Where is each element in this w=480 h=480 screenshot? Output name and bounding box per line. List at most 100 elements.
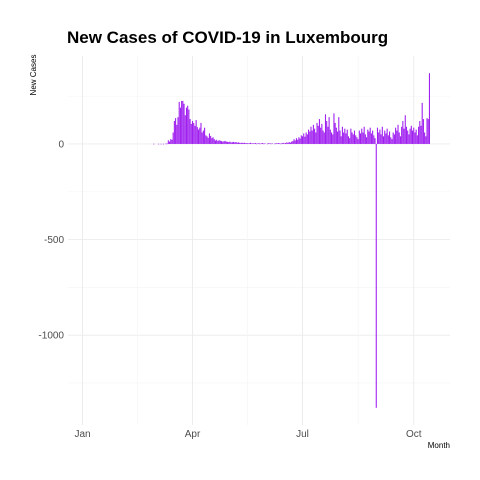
bar (214, 140, 217, 144)
bar (350, 128, 352, 144)
bar (262, 142, 264, 144)
bar (212, 137, 214, 144)
bar (162, 143, 165, 145)
bar (294, 140, 296, 144)
bar (165, 143, 167, 145)
bar (286, 142, 288, 144)
bar (223, 141, 225, 144)
bar (404, 115, 406, 144)
bar (204, 127, 206, 144)
bar (213, 139, 215, 144)
bar (357, 139, 359, 144)
bar (241, 142, 243, 144)
bar (380, 134, 382, 144)
x-axis-ticks: Jan Apr Jul Oct (74, 429, 421, 440)
bar (245, 143, 247, 144)
bar (300, 135, 302, 144)
y-tick-label: 0 (58, 139, 64, 150)
bar (401, 126, 403, 144)
bar (339, 130, 341, 144)
bar (211, 138, 213, 144)
bar (344, 128, 346, 144)
bar (198, 129, 200, 144)
bar (236, 142, 238, 144)
bar (369, 127, 371, 144)
bar (334, 122, 336, 144)
bar (426, 118, 428, 144)
bar (338, 117, 340, 144)
bar (415, 129, 417, 144)
bar (385, 133, 387, 144)
bar (355, 135, 357, 144)
bar (349, 138, 351, 144)
bar (356, 137, 358, 144)
bar (407, 130, 409, 144)
bar (421, 102, 423, 144)
bar (424, 132, 426, 144)
bar (422, 119, 424, 144)
bar (171, 139, 173, 144)
bar (321, 123, 323, 144)
bar (347, 136, 349, 144)
bar (205, 135, 207, 144)
bar (243, 142, 246, 144)
x-tick-label: Jan (74, 429, 90, 440)
bar (282, 142, 284, 144)
bar (411, 130, 414, 144)
bar (279, 143, 281, 144)
bar (218, 140, 220, 144)
bar (187, 105, 189, 144)
bar (305, 132, 307, 144)
bar (399, 136, 401, 144)
bar (398, 132, 400, 144)
bar (237, 142, 239, 144)
bar (176, 124, 178, 144)
bar (384, 130, 386, 144)
bar (248, 143, 250, 144)
bar (264, 143, 266, 144)
bar (184, 115, 186, 144)
bar (225, 141, 227, 144)
bar (366, 137, 368, 144)
x-axis-title: Month (428, 441, 450, 450)
x-tick-label: Apr (185, 429, 201, 440)
bar (285, 142, 287, 144)
bar (386, 128, 388, 144)
bar (263, 143, 265, 145)
bar (314, 128, 316, 144)
bar (303, 133, 305, 144)
bar (299, 138, 301, 144)
bar (387, 135, 389, 144)
bar (260, 143, 262, 144)
bar (293, 139, 295, 144)
bar (306, 134, 308, 144)
bar (256, 143, 258, 145)
bar (199, 127, 201, 144)
bar (358, 130, 360, 144)
bar (379, 129, 381, 144)
bar (427, 119, 429, 144)
bar (271, 143, 273, 144)
bar (193, 122, 195, 144)
bar (281, 143, 283, 144)
y-tick-label: -1000 (38, 331, 64, 342)
grid-lines (68, 56, 450, 425)
bar (360, 133, 362, 144)
bar (425, 136, 427, 144)
bar (289, 142, 291, 144)
bar (242, 142, 244, 144)
bar (202, 130, 204, 144)
bar (227, 141, 229, 144)
bar (258, 143, 260, 144)
bar (381, 126, 383, 144)
bar (269, 143, 271, 144)
bar (194, 125, 196, 144)
bar (182, 100, 184, 144)
bar (343, 132, 345, 144)
bar (283, 143, 285, 144)
bar (229, 141, 231, 144)
x-tick-label: Oct (406, 429, 422, 440)
bar (370, 133, 372, 144)
bar (315, 132, 317, 144)
bar (367, 129, 369, 144)
